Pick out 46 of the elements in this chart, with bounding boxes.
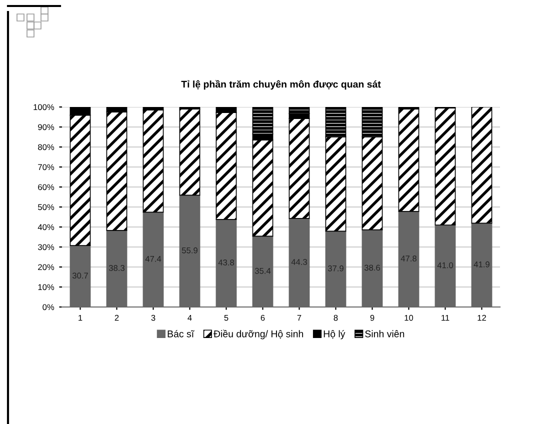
data-label: 37.9	[328, 265, 344, 272]
x-tick-label: 3	[151, 314, 156, 321]
y-tick-label: 90%	[38, 124, 54, 130]
bar	[179, 108, 200, 196]
chart-title: Tỉ lệ phần trăm chuyên môn được quan sát	[181, 80, 381, 90]
x-tick-label: 8	[334, 314, 338, 321]
x-tick-label: 2	[114, 314, 119, 321]
bar	[142, 110, 164, 213]
y-tick-label: 30%	[38, 244, 54, 250]
y-tick-label: 10%	[38, 284, 54, 290]
x-tick-label: 1	[78, 314, 82, 321]
legend-label: Điều dưỡng/ Hộ sinh	[214, 330, 304, 340]
x-tick-label: 9	[370, 314, 374, 321]
data-label: 30.7	[72, 272, 88, 279]
x-tick-label: 7	[297, 314, 302, 321]
legend-label: Sinh viên	[365, 330, 404, 338]
data-label: 47.8	[400, 256, 416, 262]
bar	[398, 108, 420, 212]
bar	[434, 108, 456, 226]
y-tick-label: 0%	[42, 304, 54, 310]
bar	[288, 118, 310, 219]
data-label: 44.3	[291, 259, 307, 265]
y-tick-label: 70%	[38, 164, 54, 170]
y-tick-label: 20%	[38, 264, 54, 270]
y-tick-label: 80%	[38, 144, 54, 150]
x-tick-label: 10	[404, 314, 414, 321]
x-tick-label: 11	[442, 314, 450, 321]
data-label: 41.0	[437, 262, 454, 268]
data-label: 38.3	[108, 265, 124, 271]
x-tick-label: 6	[260, 314, 265, 321]
bar	[471, 107, 492, 224]
x-tick-label: 12	[478, 314, 486, 321]
data-label: 41.9	[474, 261, 490, 268]
y-tick-label: 60%	[38, 184, 54, 190]
data-label: 38.6	[364, 264, 380, 271]
x-tick-label: 5	[224, 314, 228, 321]
x-tick-label: 4	[188, 314, 192, 321]
data-label: 47.4	[145, 256, 162, 262]
y-tick-label: 40%	[38, 224, 54, 230]
legend-label: Bác sĩ	[168, 330, 194, 338]
y-tick-label: 100%	[34, 104, 54, 110]
data-label: 43.8	[218, 260, 234, 266]
data-label: 55.9	[182, 247, 198, 254]
legend-label: Hộ lý	[324, 330, 346, 340]
y-tick-label: 50%	[38, 204, 54, 210]
data-label: 35.4	[254, 268, 271, 274]
